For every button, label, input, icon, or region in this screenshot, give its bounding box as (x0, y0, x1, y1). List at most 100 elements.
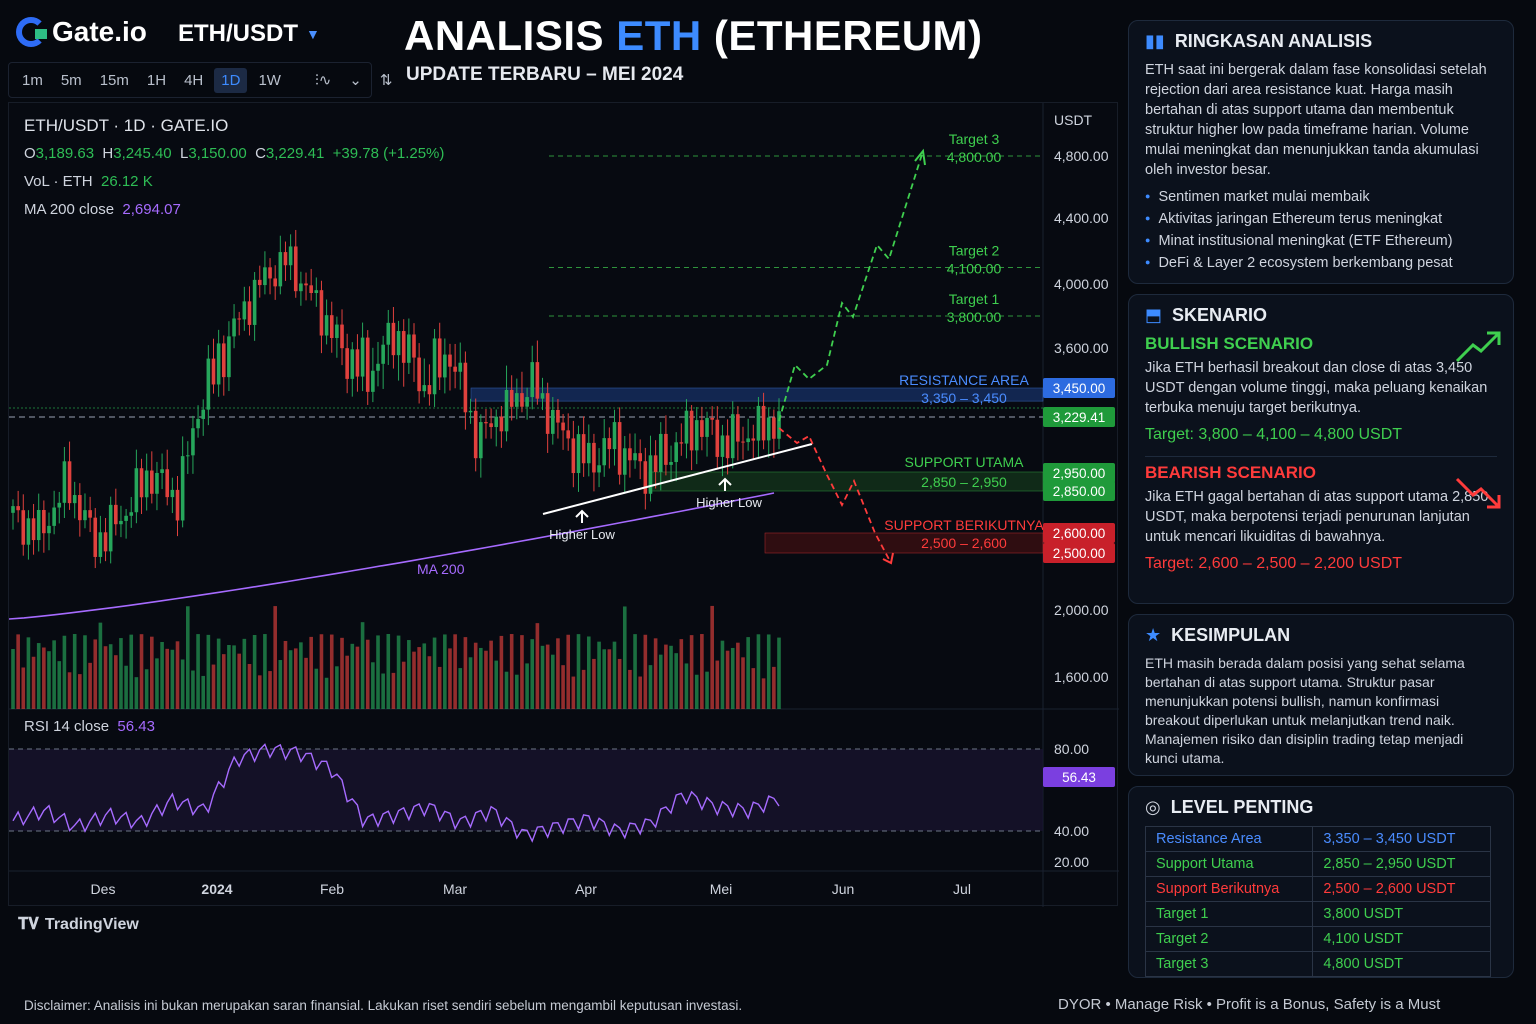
volume-bar (201, 675, 206, 709)
volume-bar (422, 643, 427, 709)
scenario-panel: ⬒ SKENARIO BULLISH SCENARIO Jika ETH berh… (1128, 294, 1514, 604)
volume-bar (566, 634, 571, 709)
candle-body (412, 334, 416, 358)
tradingview-logo[interactable]: 𝐓𝐕 TradingView (18, 916, 139, 934)
tf-5m[interactable]: 5m (60, 71, 82, 89)
list-item: Minat institusional meningkat (ETF Ether… (1145, 230, 1497, 252)
list-item: Aktivitas jaringan Ethereum terus mening… (1145, 208, 1497, 230)
x-tick-label: Des (91, 881, 116, 897)
gateio-logo[interactable]: Gate.io (16, 16, 147, 48)
candle-body (736, 414, 740, 442)
volume-bar (448, 648, 452, 709)
candle-body (247, 301, 252, 325)
volume-bar (345, 655, 349, 709)
volume-bar (304, 657, 308, 709)
volume-bar (592, 658, 596, 709)
volume-bar (520, 635, 524, 709)
dropdown-caret-icon[interactable]: ⌄ (349, 72, 362, 89)
candle-body (633, 453, 637, 461)
levels-panel: ◎ LEVEL PENTING Resistance Area 3,350 – 3,… (1128, 786, 1514, 978)
candle-body (602, 438, 607, 466)
chart-area[interactable]: USDT 4,800.00 4,400.00 4,000.00 3,600.00 2,00… (8, 102, 1119, 907)
price-tag-bg (1043, 767, 1115, 787)
zone-range: 2,500 – 2,600 (921, 535, 1007, 551)
vol-label: VoL · ETH (24, 173, 93, 190)
indicators-icon[interactable]: ⫶∿ (314, 72, 332, 89)
volume-bar (180, 659, 185, 709)
volume-bar (545, 644, 550, 709)
candle-body (453, 366, 457, 372)
volume-bar (165, 648, 170, 709)
volume-bar (175, 641, 180, 709)
y-tick-label: 4,000.00 (1054, 276, 1109, 292)
candle-body (463, 362, 468, 413)
level-value: 3,800 USDT (1312, 901, 1491, 927)
candle-body (252, 279, 257, 325)
price-tag-bg (1043, 463, 1115, 483)
tf-15m[interactable]: 15m (99, 71, 129, 89)
candle-body (221, 343, 226, 378)
tf-4h[interactable]: 4H (184, 71, 204, 89)
candle-body (720, 435, 725, 457)
candle-body (586, 442, 591, 464)
page-title: ANALISIS ETH (ETHEREUM) (404, 12, 983, 60)
tf-1w[interactable]: 1W (258, 71, 281, 89)
target-value: 4,800.00 (947, 149, 1002, 165)
candle-body (617, 422, 622, 475)
volume-bar (21, 667, 26, 709)
volume-bar (648, 665, 653, 709)
volume-bar (288, 650, 293, 709)
tf-1m[interactable]: 1m (22, 71, 43, 89)
candle-body (545, 393, 550, 434)
candle-body (16, 506, 20, 511)
candle-body (376, 363, 380, 371)
bearish-target: Target: 2,600 – 2,500 – 2,200 USDT (1145, 555, 1403, 572)
candle-body (257, 279, 262, 286)
volume-bar (160, 641, 164, 709)
volume-bar (530, 639, 535, 709)
candle-body (658, 433, 663, 472)
volume-bar (299, 642, 303, 709)
candle-body (622, 448, 627, 475)
rsi-value: 56.43 (117, 718, 155, 735)
rsi-tick-label: 40.00 (1054, 823, 1089, 839)
volume-bar (417, 647, 421, 709)
y-tick-label: 4,400.00 (1054, 210, 1109, 226)
list-item: Sentimen market mulai membaik (1145, 186, 1497, 208)
candle-body (139, 468, 144, 498)
candle-body (108, 504, 113, 552)
timeframe-toolbar: 1m 5m 15m 1H 4H 1D 1W ⫶∿ ⌄ ⇅ (8, 62, 392, 98)
tf-1d[interactable]: 1D (214, 67, 248, 93)
volume-bar (710, 605, 714, 709)
legend-volume: VoL · ETH 26.12 K (24, 168, 444, 196)
candle-body (396, 331, 401, 356)
candle-body (185, 455, 190, 457)
tf-1h[interactable]: 1H (146, 71, 167, 89)
volume-bar (561, 665, 565, 709)
price-tag-bg (1043, 481, 1115, 501)
candle-body (216, 343, 221, 385)
rsi-tick-label: 80.00 (1054, 741, 1089, 757)
arrow-up-icon (718, 477, 732, 491)
candle-body (175, 489, 180, 521)
volume-bar (412, 651, 416, 709)
price-tag-label: 3,450.00 (1053, 381, 1106, 396)
candle-body (520, 393, 524, 407)
ma200-label: MA 200 (417, 561, 465, 577)
candle-body (232, 318, 236, 337)
pair-selector[interactable]: ETH/USDT ▼ (178, 20, 320, 48)
table-row: Target 1 3,800 USDT (1144, 901, 1491, 927)
volume-bar (340, 637, 344, 709)
candle-body (278, 252, 283, 287)
compare-icon[interactable]: ⇅ (379, 72, 393, 89)
volume-bar (597, 641, 601, 709)
candle-body (381, 344, 385, 364)
tradingview-icon: 𝐓𝐕 (18, 916, 39, 933)
candle-body (283, 252, 288, 266)
chevron-down-icon: ▼ (306, 26, 320, 42)
candle-body (664, 433, 668, 465)
candle-body (725, 435, 730, 459)
price-chart-svg[interactable]: USDT 4,800.00 4,400.00 4,000.00 3,600.00 2,00… (9, 103, 1119, 907)
volume-bar (571, 676, 576, 709)
candle-body (129, 512, 134, 516)
